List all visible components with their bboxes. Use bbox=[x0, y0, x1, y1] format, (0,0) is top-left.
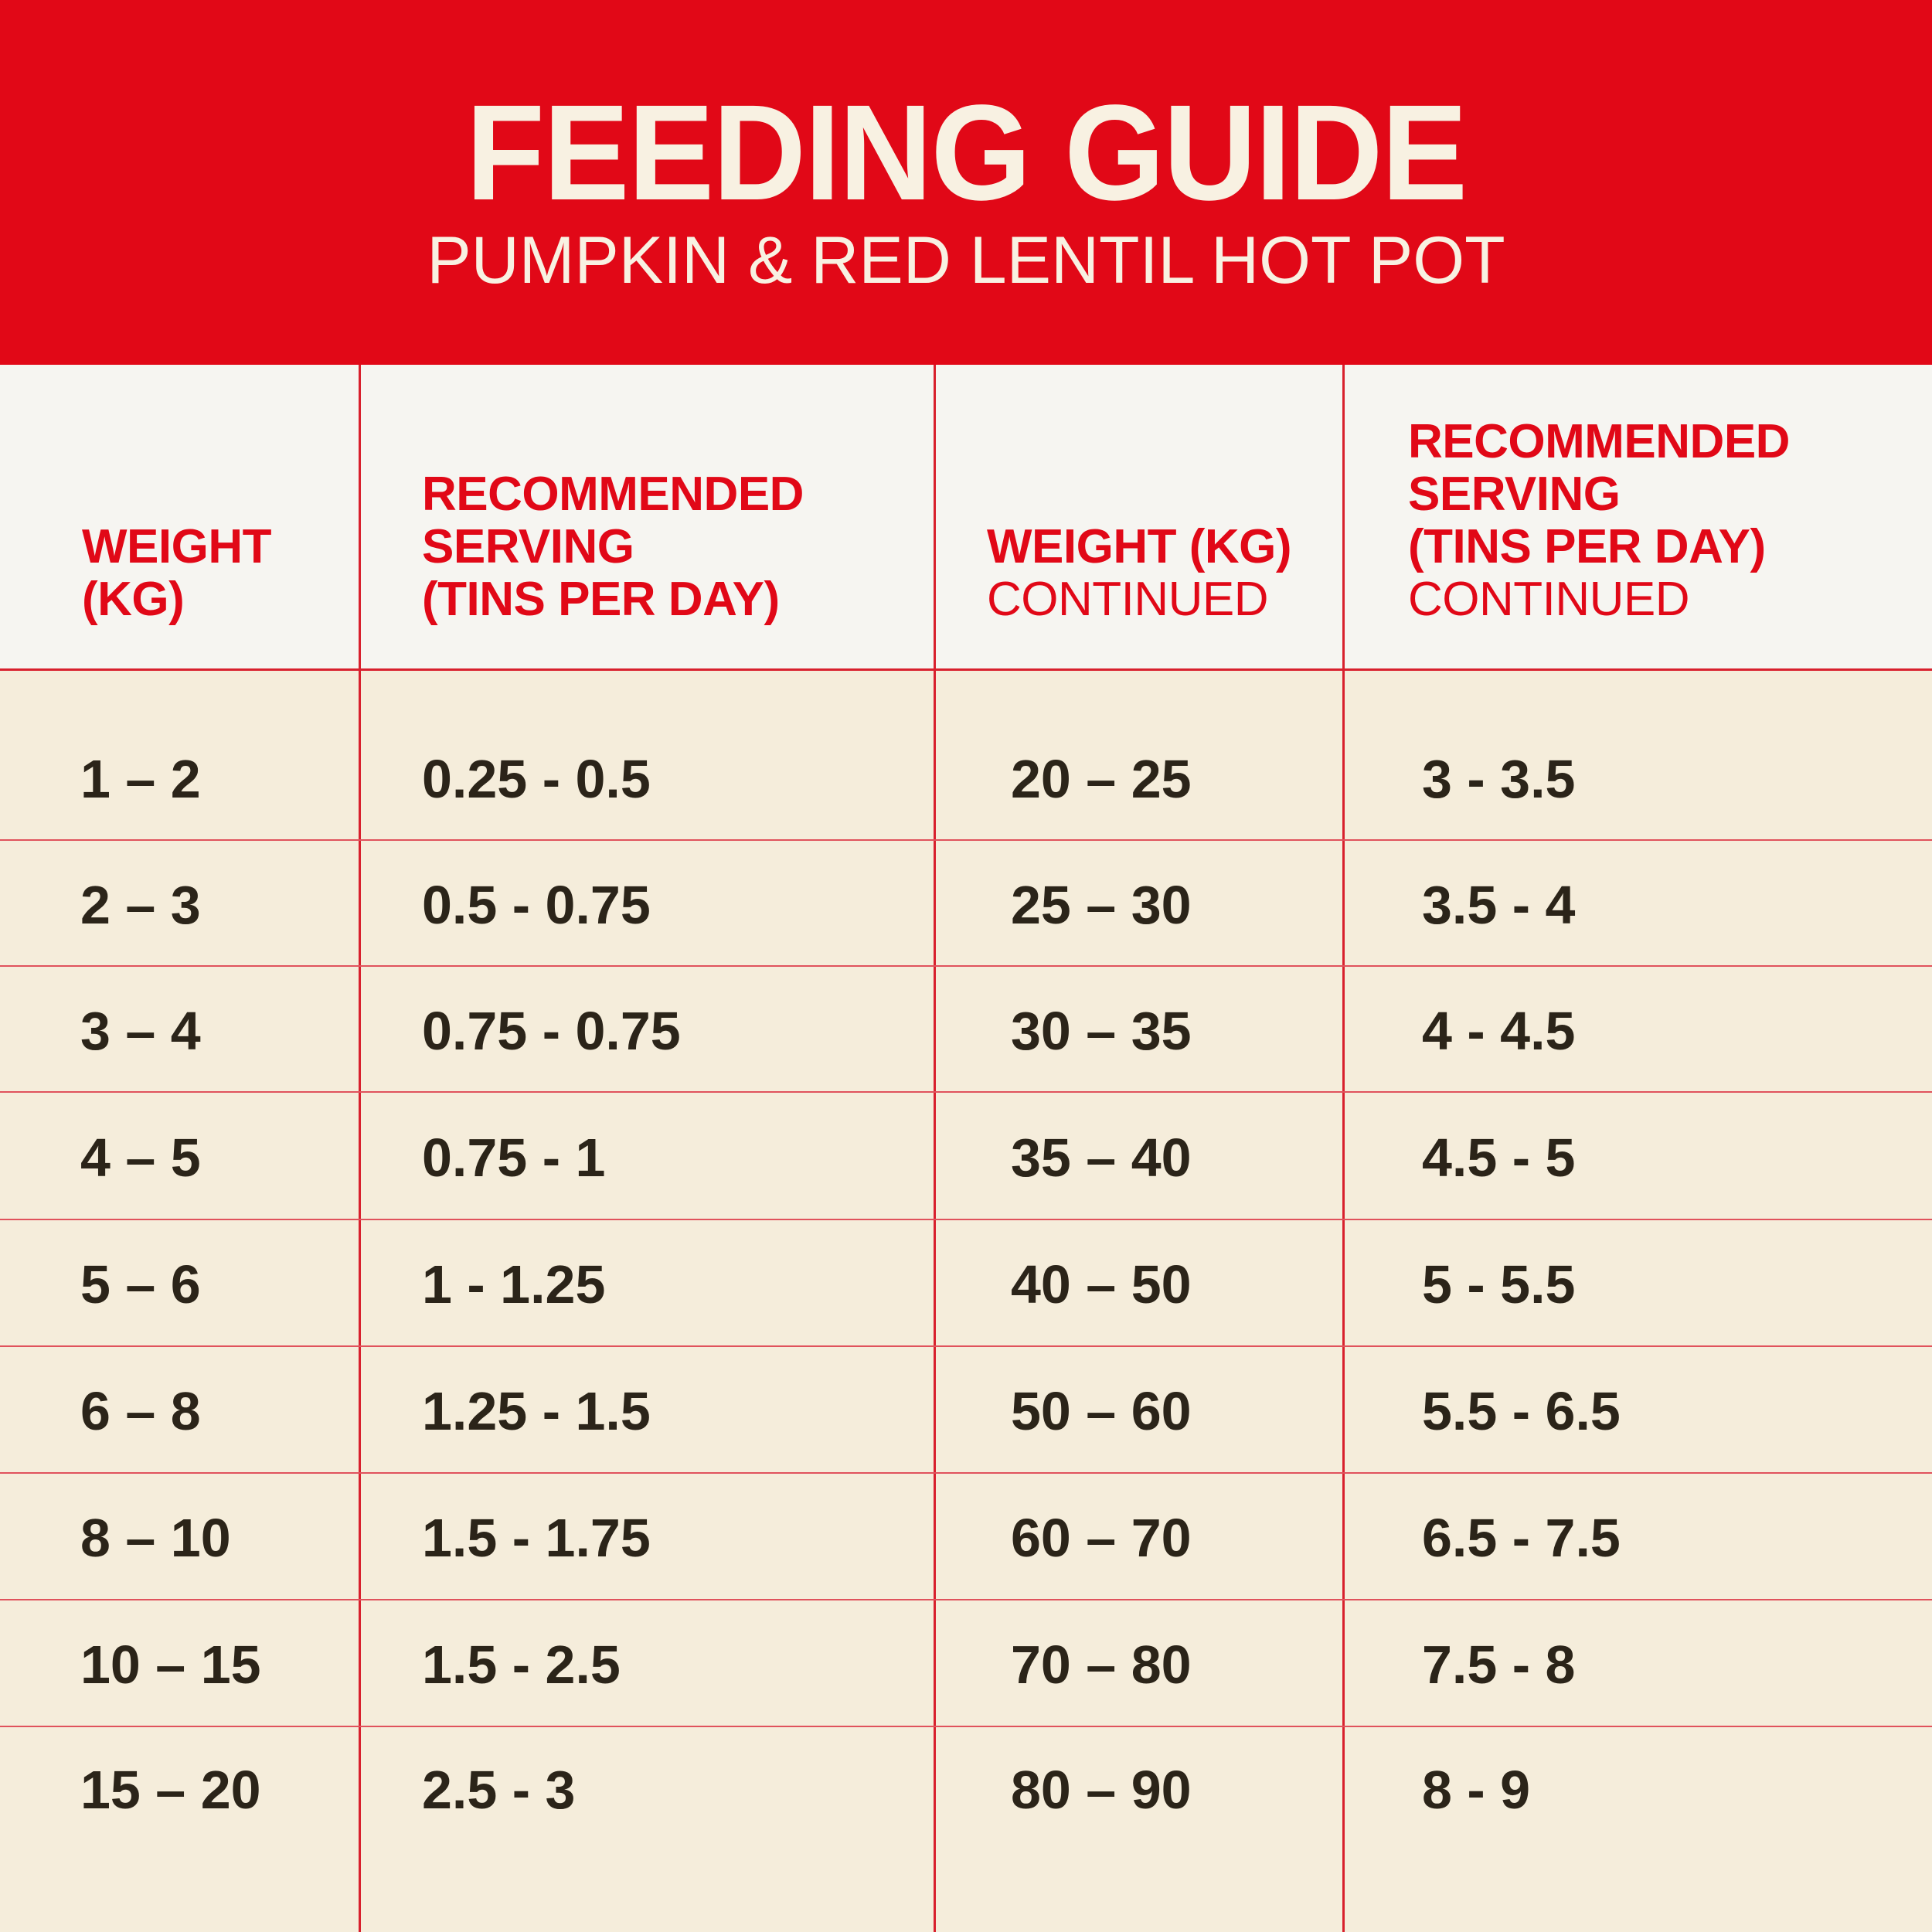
column-header-weight: WEIGHT (KG) bbox=[82, 521, 271, 626]
table-cell: 4 – 5 bbox=[80, 1128, 201, 1188]
column-header-line: WEIGHT (KG) bbox=[987, 520, 1292, 573]
table-cell: 1.5 - 1.75 bbox=[422, 1508, 651, 1568]
table-cell: 7.5 - 8 bbox=[1422, 1634, 1576, 1695]
column-header-serving: RECOMMENDED SERVING (TINS PER DAY) bbox=[422, 468, 804, 626]
column-header-weight-continued: WEIGHT (KG) CONTINUED bbox=[987, 520, 1292, 626]
table-cell: 1.25 - 1.5 bbox=[422, 1381, 651, 1441]
table-cell: 60 – 70 bbox=[1011, 1508, 1192, 1568]
column-header-line: SERVING bbox=[422, 520, 634, 573]
table-cell: 50 – 60 bbox=[1011, 1381, 1192, 1441]
table-cell: 2.5 - 3 bbox=[422, 1760, 576, 1820]
table-cell: 0.5 - 0.75 bbox=[422, 875, 651, 935]
table-cell: 5.5 - 6.5 bbox=[1422, 1381, 1621, 1441]
column-divider bbox=[359, 365, 361, 1932]
table-cell: 6 – 8 bbox=[80, 1381, 201, 1441]
table-cell: 5 - 5.5 bbox=[1422, 1254, 1576, 1315]
row-divider bbox=[0, 1219, 1932, 1220]
column-header-line: RECOMMENDED bbox=[422, 468, 804, 521]
row-divider bbox=[0, 1472, 1932, 1474]
column-header-line: (TINS PER DAY) bbox=[1408, 520, 1766, 573]
page-title: FEEDING GUIDE bbox=[465, 77, 1468, 229]
table-cell: 10 – 15 bbox=[80, 1634, 261, 1695]
table-cell: 70 – 80 bbox=[1011, 1634, 1192, 1695]
table-cell: 30 – 35 bbox=[1011, 1001, 1192, 1061]
table-cell: 35 – 40 bbox=[1011, 1128, 1192, 1188]
row-divider bbox=[0, 1726, 1932, 1727]
table-cell: 20 – 25 bbox=[1011, 749, 1192, 809]
row-divider bbox=[0, 1345, 1932, 1347]
page-subtitle: PUMPKIN & RED LENTIL HOT POT bbox=[427, 223, 1505, 298]
column-header-line: RECOMMENDED bbox=[1408, 415, 1790, 468]
header-divider bbox=[0, 668, 1932, 671]
table-cell: 3 – 4 bbox=[80, 1001, 201, 1061]
title-banner bbox=[0, 0, 1932, 365]
column-header-serving-continued: RECOMMENDED SERVING (TINS PER DAY) CONTI… bbox=[1408, 416, 1790, 626]
column-header-line: WEIGHT bbox=[82, 520, 271, 573]
table-header-band bbox=[0, 365, 1932, 669]
table-cell: 1 - 1.25 bbox=[422, 1254, 606, 1315]
table-cell: 25 – 30 bbox=[1011, 875, 1192, 935]
table-cell: 40 – 50 bbox=[1011, 1254, 1192, 1315]
column-header-line: (TINS PER DAY) bbox=[422, 573, 780, 626]
column-header-continued: CONTINUED bbox=[987, 573, 1269, 626]
column-divider bbox=[1342, 365, 1345, 1932]
table-cell: 5 – 6 bbox=[80, 1254, 201, 1315]
table-cell: 1 – 2 bbox=[80, 749, 201, 809]
column-header-line: (KG) bbox=[82, 573, 185, 626]
table-cell: 0.75 - 1 bbox=[422, 1128, 606, 1188]
table-cell: 15 – 20 bbox=[80, 1760, 261, 1820]
column-header-line: SERVING bbox=[1408, 468, 1621, 521]
table-cell: 0.25 - 0.5 bbox=[422, 749, 651, 809]
table-cell: 0.75 - 0.75 bbox=[422, 1001, 681, 1061]
row-divider bbox=[0, 965, 1932, 967]
table-cell: 3.5 - 4 bbox=[1422, 875, 1576, 935]
column-divider bbox=[934, 365, 936, 1932]
table-cell: 4.5 - 5 bbox=[1422, 1128, 1576, 1188]
table-cell: 2 – 3 bbox=[80, 875, 201, 935]
table-cell: 6.5 - 7.5 bbox=[1422, 1508, 1621, 1568]
table-cell: 1.5 - 2.5 bbox=[422, 1634, 621, 1695]
row-divider bbox=[0, 1091, 1932, 1093]
table-cell: 8 – 10 bbox=[80, 1508, 231, 1568]
table-cell: 80 – 90 bbox=[1011, 1760, 1192, 1820]
table-cell: 4 - 4.5 bbox=[1422, 1001, 1576, 1061]
row-divider bbox=[0, 839, 1932, 841]
row-divider bbox=[0, 1599, 1932, 1600]
column-header-continued: CONTINUED bbox=[1408, 573, 1690, 626]
table-cell: 8 - 9 bbox=[1422, 1760, 1531, 1820]
table-cell: 3 - 3.5 bbox=[1422, 749, 1576, 809]
